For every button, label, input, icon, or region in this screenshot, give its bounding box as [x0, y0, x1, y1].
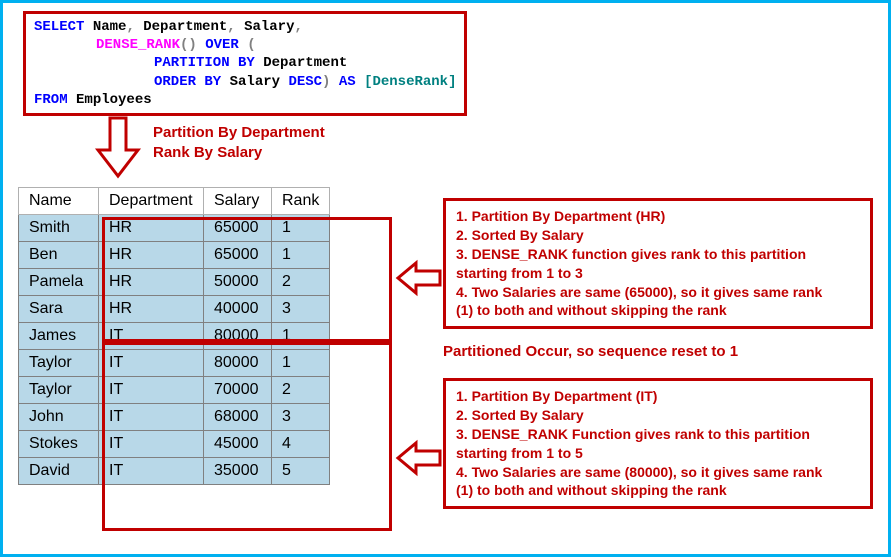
kw-partitionby: PARTITION BY	[154, 55, 255, 71]
kw-denserank: DENSE_RANK	[96, 37, 180, 53]
table-row: TaylorIT800001	[19, 350, 330, 377]
arrow-down-icon	[98, 118, 138, 178]
kw-orderby: ORDER BY	[154, 74, 221, 90]
arrow-left-icon	[398, 443, 440, 473]
arrow-left-icon	[398, 263, 440, 293]
table-row: TaylorIT700002	[19, 377, 330, 404]
table-row: BenHR650001	[19, 242, 330, 269]
table-row: StokesIT450004	[19, 431, 330, 458]
callout-hr: 1. Partition By Department (HR) 2. Sorte…	[443, 198, 873, 329]
kw-from: FROM	[34, 92, 68, 108]
table-header-row: Name Department Salary Rank	[19, 188, 330, 215]
table-row: JamesIT800001	[19, 323, 330, 350]
kw-select: SELECT	[34, 19, 84, 35]
table-row: PamelaHR500002	[19, 269, 330, 296]
table-row: SaraHR400003	[19, 296, 330, 323]
table-row: SmithHR650001	[19, 215, 330, 242]
sql-code-box: SELECT Name, Department, Salary, DENSE_R…	[23, 11, 467, 116]
arrow-down-label: Partition By Department Rank By Salary	[153, 123, 325, 162]
partition-note: Partitioned Occur, so sequence reset to …	[443, 343, 738, 360]
table-row: JohnIT680003	[19, 404, 330, 431]
table-row: DavidIT350005	[19, 458, 330, 485]
callout-it: 1. Partition By Department (IT) 2. Sorte…	[443, 378, 873, 509]
results-table: Name Department Salary Rank SmithHR65000…	[18, 187, 330, 485]
